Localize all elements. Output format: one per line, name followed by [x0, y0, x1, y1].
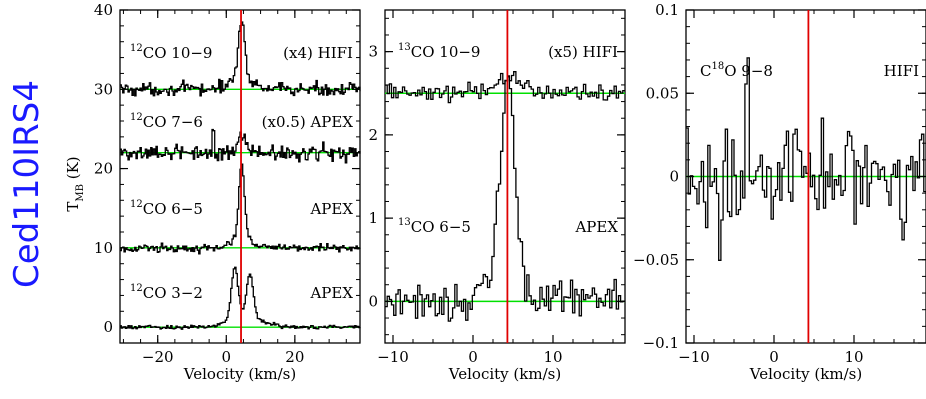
series-telescope-label: (x5) HIFI: [548, 43, 618, 61]
y-tick-label: 30: [94, 80, 113, 98]
y-axis-title-unit: (K): [64, 156, 82, 184]
spectrum-line: [385, 75, 625, 322]
y-tick-label: 0: [103, 318, 113, 336]
x-tick-label: 0: [222, 348, 232, 366]
y-axis-title-sub: MB: [75, 184, 86, 202]
y-tick-label: −0.1: [643, 334, 679, 352]
y-axis-title-main: T: [64, 202, 82, 212]
x-tick-label: 10: [844, 348, 863, 366]
y-tick-label: 2: [368, 126, 378, 144]
y-tick-label: 1: [368, 209, 378, 227]
y-tick-label: 10: [94, 239, 113, 257]
x-tick-label: 0: [769, 348, 779, 366]
series-telescope-label: APEX: [309, 284, 353, 302]
x-tick-label: −10: [377, 348, 409, 366]
y-tick-label: 0: [669, 168, 679, 186]
y-tick-label: 0.1: [655, 1, 679, 19]
series-label: 12CO 7−6: [130, 112, 203, 131]
series-label: 12CO 10−9: [130, 43, 212, 62]
spectrum-line: [120, 21, 361, 97]
series-label: C18O 9−8: [700, 61, 773, 80]
svg-text:TMB (K): TMB (K): [64, 156, 86, 211]
series-telescope-label: HIFI: [884, 62, 919, 80]
y-tick-label: −0.05: [633, 251, 679, 269]
series-telescope-label: APEX: [309, 200, 353, 218]
axes-frame: [119, 9, 361, 344]
series-label: 13CO 6−5: [398, 217, 471, 236]
x-tick-label: 10: [543, 348, 562, 366]
x-axis-title: Velocity (km/s): [448, 365, 561, 383]
y-tick-label: 0: [368, 292, 378, 310]
y-axis-title: TMB (K): [64, 156, 86, 211]
y-tick-label: 40: [94, 1, 113, 19]
x-axis-title: Velocity (km/s): [183, 365, 296, 383]
x-tick-label: −10: [678, 348, 710, 366]
series-label: 13CO 10−9: [398, 42, 480, 61]
spectrum-line: [686, 57, 926, 261]
series-label: 12CO 6−5: [130, 199, 203, 218]
y-tick-label: 3: [368, 43, 378, 61]
series-telescope-label: APEX: [574, 218, 618, 236]
axes-frame: [384, 9, 626, 344]
series-telescope-label: (x0.5) APEX: [262, 113, 354, 131]
x-tick-label: 20: [285, 348, 304, 366]
source-label: Ced110IRS4: [7, 80, 47, 288]
x-tick-label: −20: [142, 348, 174, 366]
spectrum-line: [120, 128, 361, 164]
series-label: 12CO 3−2: [130, 283, 203, 302]
series-telescope-label: (x4) HIFI: [283, 44, 353, 62]
y-tick-label: 20: [94, 160, 113, 178]
y-tick-label: 0.05: [646, 84, 679, 102]
x-tick-label: 0: [468, 348, 478, 366]
x-axis-title: Velocity (km/s): [749, 365, 862, 383]
